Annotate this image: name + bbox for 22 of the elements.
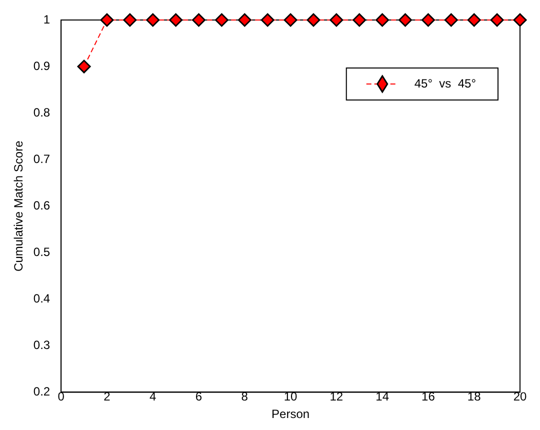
y-tick-label: 0.7 [33, 152, 50, 166]
y-tick-label: 0.6 [33, 198, 50, 212]
y-tick-label: 0.8 [33, 105, 50, 120]
x-tick-label: 8 [241, 390, 248, 404]
y-tick-label: 0.5 [33, 244, 50, 259]
x-tick-label: 18 [467, 390, 482, 404]
y-tick-label: 0.3 [33, 338, 50, 352]
y-tick-label: 0.9 [33, 58, 50, 73]
x-tick-label: 10 [284, 390, 298, 404]
x-tick-label: 0 [58, 390, 65, 404]
x-tick-label: 14 [376, 390, 390, 404]
x-tick-label: 20 [513, 390, 527, 404]
legend-label: 45° vs 45° [414, 76, 476, 90]
x-tick-label: 12 [330, 390, 344, 404]
y-tick-label: 0.4 [33, 291, 50, 306]
y-axis-title: Cumulative Match Score [12, 140, 26, 272]
x-tick-label: 6 [195, 390, 202, 404]
x-tick-label: 16 [422, 390, 436, 404]
y-tick-label: 1 [43, 12, 50, 26]
x-tick-label: 4 [150, 390, 157, 404]
y-tick-label: 0.2 [33, 384, 50, 399]
x-axis-title: Person [272, 407, 310, 422]
